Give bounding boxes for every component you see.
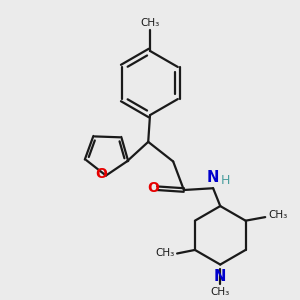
Text: CH₃: CH₃ <box>140 18 160 28</box>
Text: CH₃: CH₃ <box>211 287 230 297</box>
Text: O: O <box>96 167 108 181</box>
Text: CH₃: CH₃ <box>268 210 287 220</box>
Text: N: N <box>207 170 219 185</box>
Text: O: O <box>147 181 159 195</box>
Text: H: H <box>221 174 230 187</box>
Text: CH₃: CH₃ <box>155 248 174 259</box>
Text: N: N <box>214 269 226 284</box>
